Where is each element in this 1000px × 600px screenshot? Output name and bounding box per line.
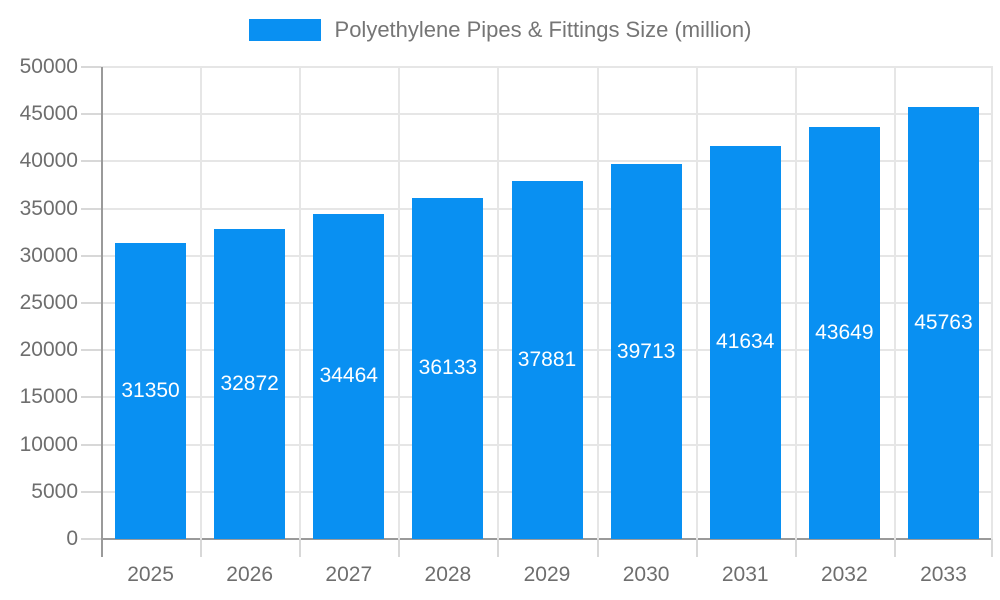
y-axis-tick-mark: [81, 443, 101, 446]
x-axis-tick-label: 2028: [424, 563, 472, 586]
bar[interactable]: 43649: [808, 126, 880, 539]
x-axis-tick-mark: [101, 539, 103, 557]
x-axis-tick-mark: [497, 539, 500, 557]
x-axis-tick-label: 2027: [325, 563, 373, 586]
y-axis-tick-mark: [81, 160, 101, 163]
x-axis-tick-mark: [299, 539, 302, 557]
y-gridline: [101, 66, 993, 68]
x-axis-tick-mark: [398, 539, 401, 557]
x-axis-tick-mark: [991, 539, 993, 557]
y-axis-tick-label: 0: [66, 527, 78, 550]
y-gridline: [101, 160, 993, 163]
x-axis-tick-label: 2030: [622, 563, 670, 586]
y-axis-tick-label: 35000: [19, 196, 78, 220]
bar-value-label: 37881: [517, 348, 577, 372]
legend-swatch-icon: [248, 19, 321, 41]
chart-legend[interactable]: Polyethylene Pipes & Fittings Size (mill…: [0, 17, 1000, 43]
bar-value-label: 34464: [319, 364, 378, 388]
bar-value-label: 31350: [121, 379, 180, 403]
y-axis-tick-mark: [81, 113, 101, 116]
y-axis-tick-label: 45000: [19, 102, 78, 126]
legend-label: Polyethylene Pipes & Fittings Size (mill…: [334, 17, 752, 42]
x-gridline: [398, 67, 401, 539]
bar-value-label: 45763: [914, 310, 973, 334]
y-axis-tick-label: 20000: [19, 338, 78, 362]
x-gridline: [893, 67, 896, 539]
x-axis-tick-mark: [200, 539, 203, 557]
bar-value-label: 36133: [418, 356, 478, 380]
y-axis-tick-mark: [81, 254, 101, 257]
x-axis-tick-mark: [695, 539, 698, 557]
x-axis-tick-label: 2026: [226, 563, 274, 586]
plot-area: 31350 32872 34464 36133 37881 39713 41634 43649…: [101, 66, 993, 540]
y-axis-tick-label: 25000: [19, 291, 78, 314]
x-gridline: [991, 67, 993, 539]
bar[interactable]: 41634: [709, 145, 781, 539]
bar-value-label: 43649: [815, 320, 874, 344]
y-axis-line: [101, 67, 103, 539]
y-axis-tick-mark: [81, 538, 101, 540]
y-axis-tick-mark: [81, 66, 101, 68]
y-axis-tick-mark: [81, 490, 101, 493]
y-axis-tick-label: 15000: [19, 385, 78, 409]
bar[interactable]: 31350: [115, 243, 187, 539]
x-gridline: [497, 67, 500, 539]
y-axis-tick-mark: [81, 302, 101, 304]
bar[interactable]: 32872: [214, 228, 286, 539]
y-axis-tick-mark: [81, 349, 101, 352]
y-gridline: [101, 113, 993, 116]
bar-value-label: 32872: [220, 371, 279, 395]
bar[interactable]: 45763: [907, 106, 979, 539]
x-gridline: [596, 67, 599, 539]
bar[interactable]: 39713: [610, 164, 682, 539]
x-axis-tick-mark: [794, 539, 797, 557]
x-axis-baseline: [101, 538, 993, 540]
x-axis-tick-label: 2025: [127, 563, 174, 586]
bar-value-label: 41634: [716, 330, 775, 354]
bar[interactable]: 36133: [412, 197, 484, 539]
y-axis-tick-label: 50000: [19, 55, 78, 78]
y-axis-tick-label: 10000: [19, 432, 78, 456]
x-gridline: [794, 67, 797, 539]
y-axis-tick-mark: [81, 207, 101, 210]
x-axis-tick-label: 2029: [523, 563, 571, 586]
x-gridline: [695, 67, 698, 539]
x-axis-tick-mark: [893, 539, 896, 557]
y-axis-tick-label: 30000: [19, 243, 78, 267]
x-gridline: [200, 67, 203, 539]
x-axis-tick-mark: [596, 539, 599, 557]
x-axis-tick-label: 2033: [920, 563, 967, 586]
bar[interactable]: 34464: [313, 213, 385, 539]
x-axis-tick-label: 2032: [820, 563, 868, 586]
y-axis-tick-mark: [81, 396, 101, 399]
x-axis-tick-label: 2031: [721, 563, 769, 586]
bar-value-label: 39713: [616, 339, 676, 363]
x-gridline: [299, 67, 302, 539]
y-axis-tick-label: 40000: [19, 149, 78, 173]
bar[interactable]: 37881: [511, 181, 583, 539]
y-axis-tick-label: 5000: [31, 479, 78, 503]
